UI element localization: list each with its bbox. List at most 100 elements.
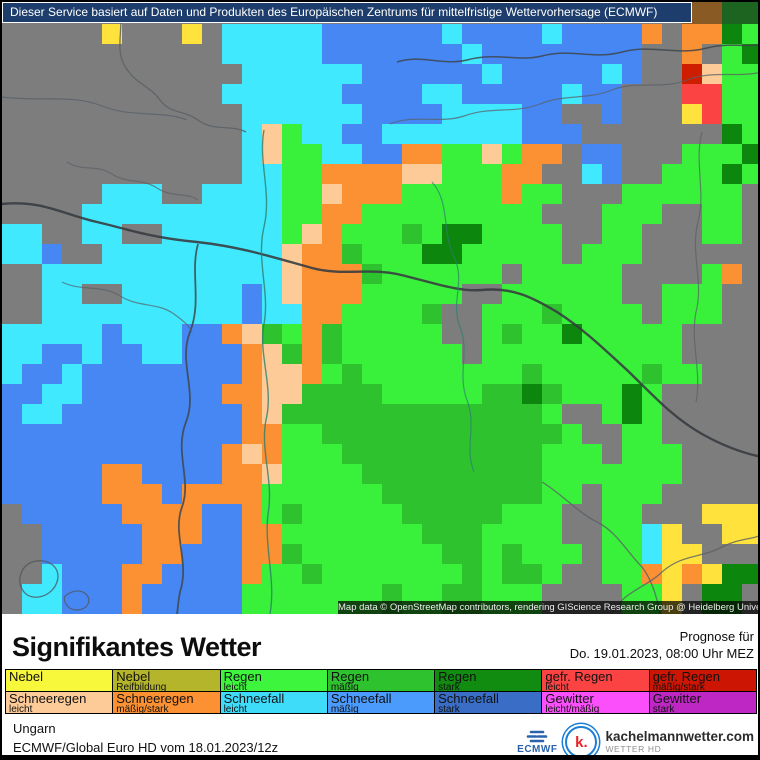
map-cell	[282, 544, 302, 564]
map-cell	[242, 564, 262, 584]
map-cell	[522, 364, 542, 384]
legend-item-label: Regen	[438, 670, 477, 684]
map-cell	[302, 564, 322, 584]
map-cell	[142, 544, 182, 564]
map-cell	[2, 104, 242, 124]
region-label: Ungarn	[13, 721, 56, 736]
map-cell	[542, 364, 642, 384]
map-cell	[602, 404, 622, 424]
legend-item: Schneeregen mäßig/stark	[113, 692, 220, 714]
map-cell	[302, 324, 322, 344]
map-cell	[442, 24, 462, 44]
map-cell	[202, 24, 222, 44]
map-cell	[22, 364, 62, 384]
map-cell	[162, 224, 282, 244]
map-cell	[622, 404, 642, 424]
map-attribution-text: Map data © OpenStreetMap contributors, r…	[338, 602, 760, 613]
map-cell	[562, 424, 582, 444]
forecast-block: Prognose für Do. 19.01.2023, 08:00 Uhr M…	[570, 628, 754, 662]
map-cell	[382, 264, 502, 284]
map-cell	[242, 364, 262, 384]
map-cell	[602, 504, 642, 524]
map-cell	[2, 524, 42, 544]
map-cell	[722, 64, 758, 84]
map-cell	[122, 284, 242, 304]
map-cell	[2, 344, 42, 364]
map-cell	[622, 84, 682, 104]
map-cell	[482, 64, 502, 84]
kachelmann-logo: k.	[565, 726, 598, 755]
page-title: Signifikantes Wetter	[12, 632, 262, 662]
map-cell	[722, 44, 742, 64]
map-cell	[82, 224, 122, 244]
map-cell	[642, 44, 682, 64]
weather-map: Dieser Service basiert auf Daten und Pro…	[2, 2, 760, 614]
legend-item-label: Nebel	[116, 670, 151, 684]
map-cell	[362, 144, 402, 164]
map-cell	[522, 264, 622, 284]
map-cell	[562, 324, 582, 344]
map-cell	[82, 284, 122, 304]
map-cell	[42, 544, 142, 564]
map-cell	[662, 284, 722, 304]
map-cell	[602, 544, 642, 564]
legend-item-sublabel: leicht	[223, 682, 247, 692]
map-cell	[502, 264, 522, 284]
map-cell	[702, 224, 742, 244]
legend-item-label: Regen	[223, 670, 262, 684]
map-cell	[122, 24, 182, 44]
map-cell	[602, 564, 642, 584]
map-cell	[102, 344, 142, 364]
map-cell	[562, 104, 602, 124]
map-cell	[222, 24, 322, 44]
map-cell	[262, 144, 282, 164]
map-cell	[742, 144, 758, 164]
map-cell	[42, 244, 62, 264]
map-cell	[322, 164, 402, 184]
forecast-datetime: Do. 19.01.2023, 08:00 Uhr MEZ	[569, 646, 754, 661]
legend-item: Regen stark	[435, 670, 542, 691]
map-cell	[122, 584, 142, 614]
legend-item: Regen leicht	[220, 670, 327, 692]
map-cell	[282, 164, 322, 184]
map-cell	[342, 344, 462, 364]
map-cell	[122, 564, 162, 584]
map-cell	[242, 164, 282, 184]
map-cell	[42, 304, 242, 324]
map-cell	[722, 124, 742, 144]
map-cell	[42, 284, 82, 304]
map-cell	[562, 524, 602, 544]
map-cell	[742, 24, 758, 44]
map-cell	[82, 384, 222, 404]
map-cell	[622, 284, 662, 304]
map-cell	[682, 444, 758, 464]
map-cell	[602, 64, 622, 84]
map-cell	[242, 544, 282, 564]
map-cell	[442, 104, 522, 124]
map-cell	[362, 244, 422, 264]
map-cell	[502, 284, 622, 304]
map-cell	[542, 444, 602, 464]
map-cell	[242, 284, 262, 304]
map-cell	[282, 424, 322, 444]
legend-item-sublabel: mäßig/stark	[116, 704, 169, 714]
map-cell	[442, 144, 482, 164]
map-cell	[202, 504, 242, 524]
map-cell	[582, 124, 722, 144]
map-cell	[682, 2, 722, 24]
legend-item-sublabel: leicht	[223, 704, 247, 714]
map-cell	[682, 344, 758, 364]
map-cell	[242, 64, 362, 84]
map-cell	[82, 204, 282, 224]
map-cell	[142, 464, 222, 484]
map-cell	[622, 64, 642, 84]
map-cell	[82, 364, 242, 384]
map-cell	[542, 384, 562, 404]
legend-item: gefr. Regen mäßig/stark	[649, 670, 756, 691]
map-cell	[2, 184, 102, 204]
map-cell	[302, 304, 342, 324]
map-cell	[322, 224, 342, 244]
map-cell	[482, 44, 642, 64]
map-cell	[2, 304, 42, 324]
map-cell	[282, 524, 422, 544]
